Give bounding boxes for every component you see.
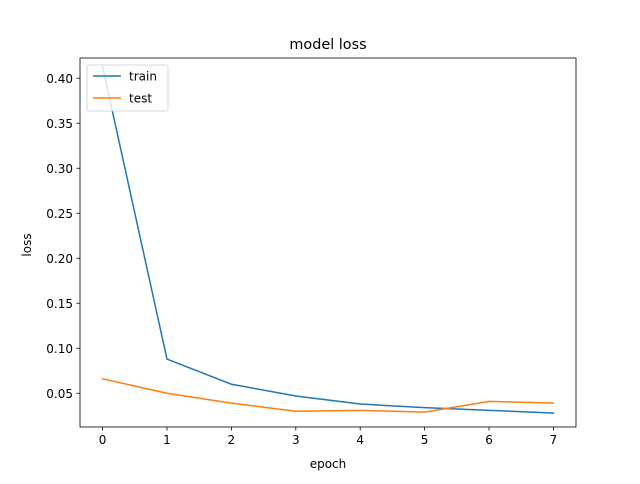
x-tick-label: 2	[228, 433, 236, 447]
x-tick-label: 6	[485, 433, 493, 447]
x-axis-label: epoch	[310, 457, 347, 471]
y-tick-label: 0.40	[46, 72, 73, 86]
series-line-test	[101, 377, 555, 413]
x-tick-label: 0	[99, 433, 107, 447]
chart-title: model loss	[289, 37, 366, 53]
y-tick-label: 0.05	[46, 387, 73, 401]
legend-label-train: train	[129, 70, 157, 84]
y-tick-label: 0.20	[46, 252, 73, 266]
y-tick-label: 0.35	[46, 117, 73, 131]
series-lines	[101, 65, 555, 414]
x-axis-ticks: 0 1 2 3 4 5 6 7	[99, 427, 558, 447]
plot-frame	[79, 57, 577, 428]
x-tick-label: 3	[292, 433, 300, 447]
y-tick-label: 0.15	[46, 297, 73, 311]
x-tick-label: 1	[163, 433, 171, 447]
y-tick-label: 0.25	[46, 207, 73, 221]
series-line-train	[101, 65, 555, 414]
x-tick-label: 5	[421, 433, 429, 447]
y-axis-label: loss	[20, 233, 34, 256]
x-tick-label: 7	[550, 433, 558, 447]
legend: train test	[86, 64, 169, 112]
y-axis-ticks: 0.05 0.10 0.15 0.20 0.25 0.30 0.35 0.40	[46, 72, 80, 401]
y-tick-label: 0.10	[46, 342, 73, 356]
y-tick-label: 0.30	[46, 162, 73, 176]
legend-label-test: test	[129, 92, 152, 106]
x-tick-label: 4	[356, 433, 364, 447]
